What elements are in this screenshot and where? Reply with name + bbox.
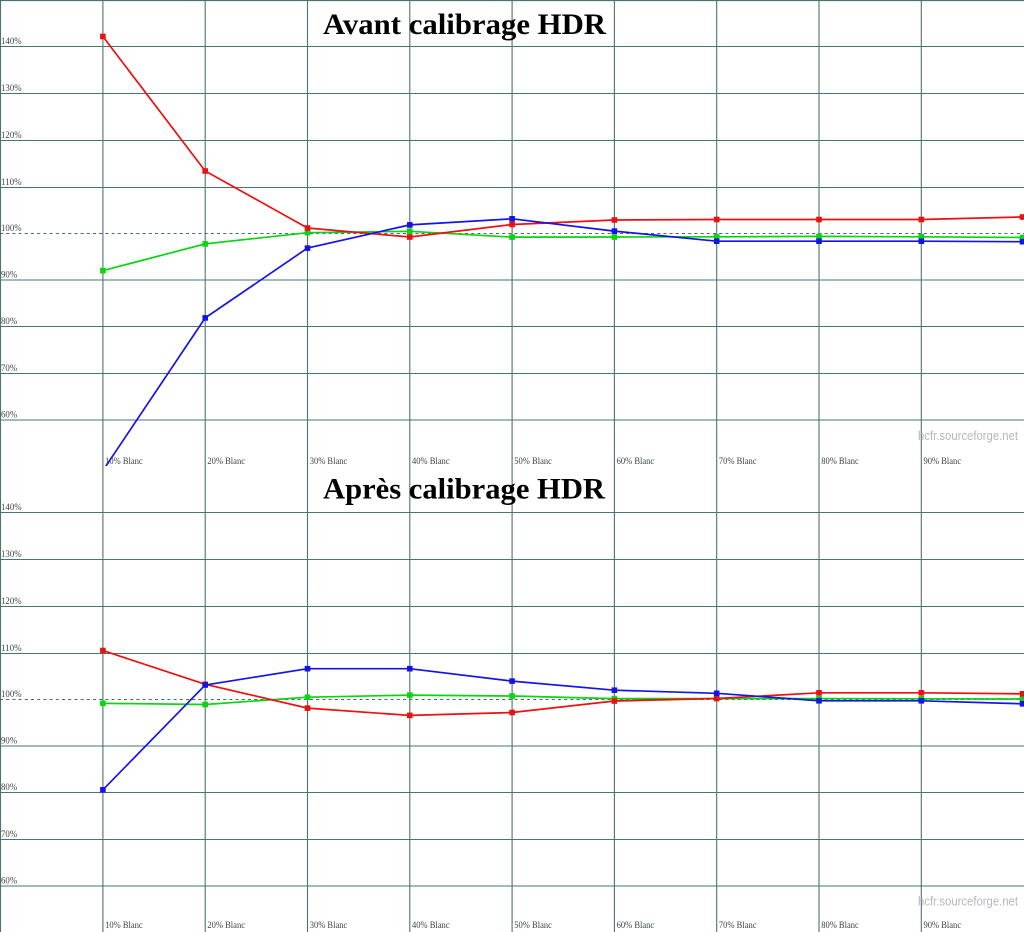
svg-text:110%: 110% xyxy=(1,177,22,188)
svg-text:70% Blanc: 70% Blanc xyxy=(719,457,757,467)
svg-text:70%: 70% xyxy=(1,363,17,374)
svg-text:Avant calibrage HDR: Avant calibrage HDR xyxy=(323,8,606,41)
svg-text:140%: 140% xyxy=(1,502,22,513)
svg-text:60% Blanc: 60% Blanc xyxy=(617,457,655,467)
svg-text:80% Blanc: 80% Blanc xyxy=(821,457,859,467)
svg-text:20% Blanc: 20% Blanc xyxy=(207,921,245,931)
svg-text:40% Blanc: 40% Blanc xyxy=(412,457,450,467)
svg-text:120%: 120% xyxy=(1,596,22,607)
svg-text:80% Blanc: 80% Blanc xyxy=(821,921,859,931)
svg-text:90%: 90% xyxy=(1,270,17,281)
svg-text:20% Blanc: 20% Blanc xyxy=(207,457,245,467)
svg-text:80%: 80% xyxy=(1,316,17,327)
svg-text:hcfr.sourceforge.net: hcfr.sourceforge.net xyxy=(918,429,1018,443)
svg-text:90%: 90% xyxy=(1,736,17,747)
svg-text:30% Blanc: 30% Blanc xyxy=(310,921,348,931)
svg-text:50% Blanc: 50% Blanc xyxy=(514,457,552,467)
svg-text:100%: 100% xyxy=(1,689,22,700)
svg-text:hcfr.sourceforge.net: hcfr.sourceforge.net xyxy=(918,895,1018,909)
svg-text:70% Blanc: 70% Blanc xyxy=(719,921,757,931)
svg-text:110%: 110% xyxy=(1,643,22,654)
svg-text:10% Blanc: 10% Blanc xyxy=(105,921,143,931)
svg-text:10% Blanc: 10% Blanc xyxy=(105,457,143,467)
svg-text:90% Blanc: 90% Blanc xyxy=(924,921,962,931)
svg-text:Après calibrage HDR: Après calibrage HDR xyxy=(323,473,605,506)
svg-text:60%: 60% xyxy=(1,876,17,887)
svg-text:140%: 140% xyxy=(1,36,22,47)
svg-text:50% Blanc: 50% Blanc xyxy=(514,921,552,931)
svg-text:120%: 120% xyxy=(1,130,22,141)
svg-text:60%: 60% xyxy=(1,410,17,421)
svg-text:70%: 70% xyxy=(1,829,17,840)
svg-text:80%: 80% xyxy=(1,782,17,793)
svg-text:130%: 130% xyxy=(1,83,22,94)
svg-text:130%: 130% xyxy=(1,549,22,560)
svg-text:90% Blanc: 90% Blanc xyxy=(924,457,962,467)
svg-text:30% Blanc: 30% Blanc xyxy=(310,457,348,467)
svg-text:100%: 100% xyxy=(1,223,22,234)
svg-text:60% Blanc: 60% Blanc xyxy=(617,921,655,931)
svg-text:40% Blanc: 40% Blanc xyxy=(412,921,450,931)
